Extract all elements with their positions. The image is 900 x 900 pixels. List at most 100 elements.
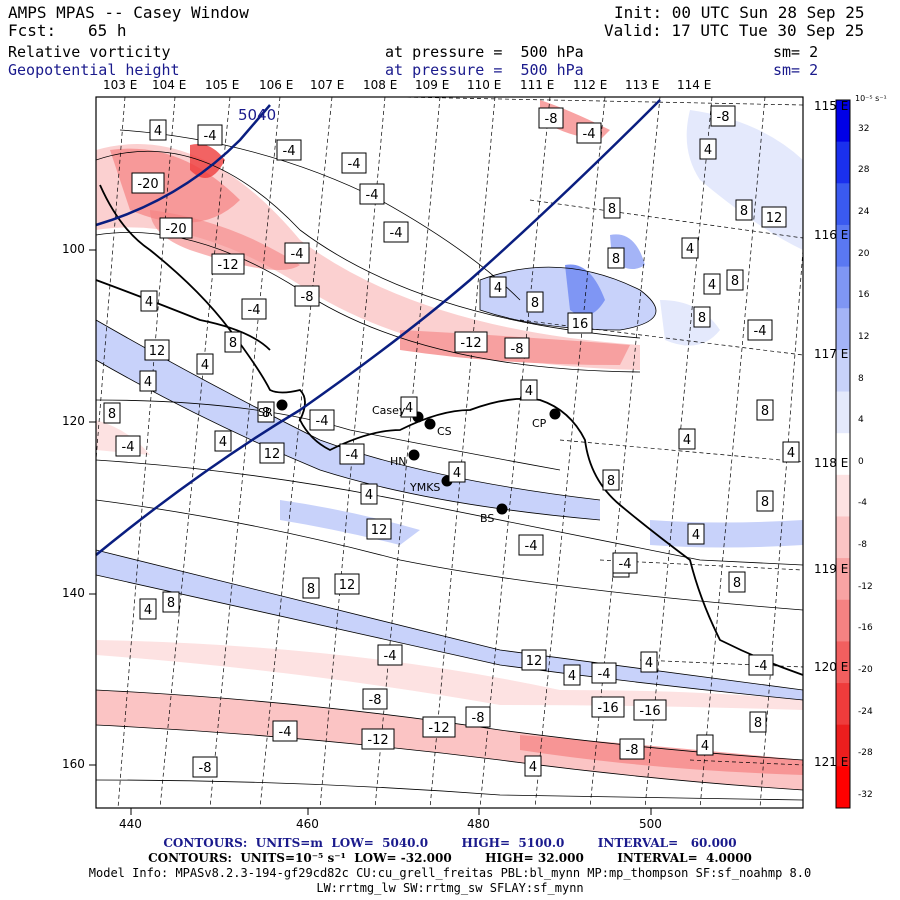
contour-label: -4 <box>339 443 365 465</box>
svg-text:-8: -8 <box>369 693 382 708</box>
svg-text:-4: -4 <box>755 659 768 674</box>
contour-label: 4 <box>563 664 581 686</box>
contour-label: 8 <box>103 402 121 424</box>
colorbar-segment <box>836 474 850 517</box>
svg-text:-8: -8 <box>545 112 558 127</box>
colorbar <box>835 99 851 809</box>
footer-height-contours: CONTOURS: UNITS=m LOW= 5040.0 HIGH= 5100… <box>163 836 737 850</box>
top-longitude-label: 106 E <box>259 78 294 92</box>
colorbar-level-label: -16 <box>858 623 873 634</box>
axis-ticks <box>89 249 652 815</box>
contour-label: 16 <box>567 312 593 334</box>
contour-label: -4 <box>115 435 141 457</box>
svg-text:4: 4 <box>686 242 694 257</box>
contour-label: -4 <box>197 124 223 146</box>
y-axis-tick-label: 160 <box>62 757 85 771</box>
svg-text:-4: -4 <box>204 129 217 144</box>
colorbar-segment <box>836 100 850 143</box>
svg-text:-12: -12 <box>460 336 481 351</box>
contour-label: -4 <box>377 644 403 666</box>
svg-text:-8: -8 <box>511 342 524 357</box>
colorbar-level-label: -4 <box>858 498 867 509</box>
colorbar-segment <box>836 266 850 309</box>
contour-label: 4 <box>782 441 800 463</box>
contour-label: 4 <box>448 461 466 483</box>
top-longitude-label: 104 E <box>152 78 187 92</box>
svg-text:-4: -4 <box>122 440 135 455</box>
contour-label: 8 <box>756 399 774 421</box>
contour-label: -20 <box>131 172 165 194</box>
colorbar-level-label: -28 <box>858 748 873 759</box>
svg-text:-4: -4 <box>754 324 767 339</box>
contour-label: 8 <box>749 711 767 733</box>
colorbar-segment <box>836 391 850 434</box>
forecast-hour: 65 h <box>88 21 127 40</box>
svg-text:-4: -4 <box>384 649 397 664</box>
svg-text:-4: -4 <box>366 188 379 203</box>
svg-text:12: 12 <box>371 523 388 538</box>
svg-text:16: 16 <box>572 317 589 332</box>
contour-label: 4 <box>139 370 157 392</box>
colorbar-segment <box>836 349 850 393</box>
colorbar-segment <box>836 599 850 642</box>
svg-text:-4: -4 <box>248 303 261 318</box>
coastline <box>96 184 803 676</box>
contour-label: -8 <box>538 107 564 129</box>
svg-text:4: 4 <box>704 143 712 158</box>
contour-label: -12 <box>454 331 488 353</box>
svg-text:4: 4 <box>154 124 162 139</box>
contour-label: -8 <box>504 337 530 359</box>
contour-label: -8 <box>192 756 218 778</box>
colorbar-level-label: 32 <box>858 123 870 134</box>
svg-text:4: 4 <box>201 358 209 373</box>
svg-text:8: 8 <box>262 406 270 421</box>
top-longitude-label: 110 E <box>467 78 502 92</box>
contour-label: 4 <box>360 483 378 505</box>
top-longitude-label: 114 E <box>677 78 712 92</box>
right-longitude-label: 120 E <box>814 660 849 674</box>
contour-label: 4 <box>681 237 699 259</box>
svg-text:-4: -4 <box>619 557 632 572</box>
contour-label: 12 <box>334 573 360 595</box>
contour-label: 4 <box>678 428 696 450</box>
svg-text:4: 4 <box>144 603 152 618</box>
top-longitude-label: 113 E <box>625 78 660 92</box>
station-label: HN <box>390 455 407 468</box>
svg-text:8: 8 <box>531 296 539 311</box>
colorbar-level-label: 24 <box>858 206 870 217</box>
colorbar-segment <box>836 724 850 767</box>
station-label: YMKS <box>410 481 441 494</box>
field2-name: Geopotential height <box>8 61 180 79</box>
svg-text:12: 12 <box>766 211 783 226</box>
field2-level: at pressure = 500 hPa <box>385 61 584 79</box>
svg-text:12: 12 <box>149 344 166 359</box>
top-longitude-label: 103 E <box>103 78 138 92</box>
svg-text:4: 4 <box>708 278 716 293</box>
contour-label: 4 <box>524 755 542 777</box>
contour-label: 8 <box>728 571 746 593</box>
colorbar-segment <box>836 224 850 268</box>
contour-label: -4 <box>272 720 298 742</box>
svg-text:-4: -4 <box>279 725 292 740</box>
contour-label: 8 <box>603 197 621 219</box>
contour-label: 8 <box>224 331 242 353</box>
colorbar-level-label: 0 <box>858 456 864 467</box>
colorbar-level-label: 16 <box>858 290 870 301</box>
station-label: CP <box>532 417 547 430</box>
svg-text:-4: -4 <box>598 667 611 682</box>
svg-text:8: 8 <box>698 311 706 326</box>
forecast-label: Fcst: <box>8 21 57 40</box>
colorbar-level-label: 20 <box>858 248 870 259</box>
contour-label: 8 <box>756 490 774 512</box>
svg-text:4: 4 <box>692 528 700 543</box>
colorbar-level-label: 28 <box>858 165 870 176</box>
colorbar-segment <box>836 516 850 559</box>
y-axis-tick-label: 100 <box>62 242 85 256</box>
footer-model-info-2: LW:rrtmg_lw SW:rrtmg_sw SFLAY:sf_mynn <box>316 881 584 895</box>
svg-text:12: 12 <box>526 654 543 669</box>
svg-text:-4: -4 <box>291 247 304 262</box>
shading-layer <box>96 97 803 808</box>
x-axis-tick-label: 480 <box>467 817 490 831</box>
contour-label: -4 <box>747 319 773 341</box>
svg-text:4: 4 <box>144 375 152 390</box>
